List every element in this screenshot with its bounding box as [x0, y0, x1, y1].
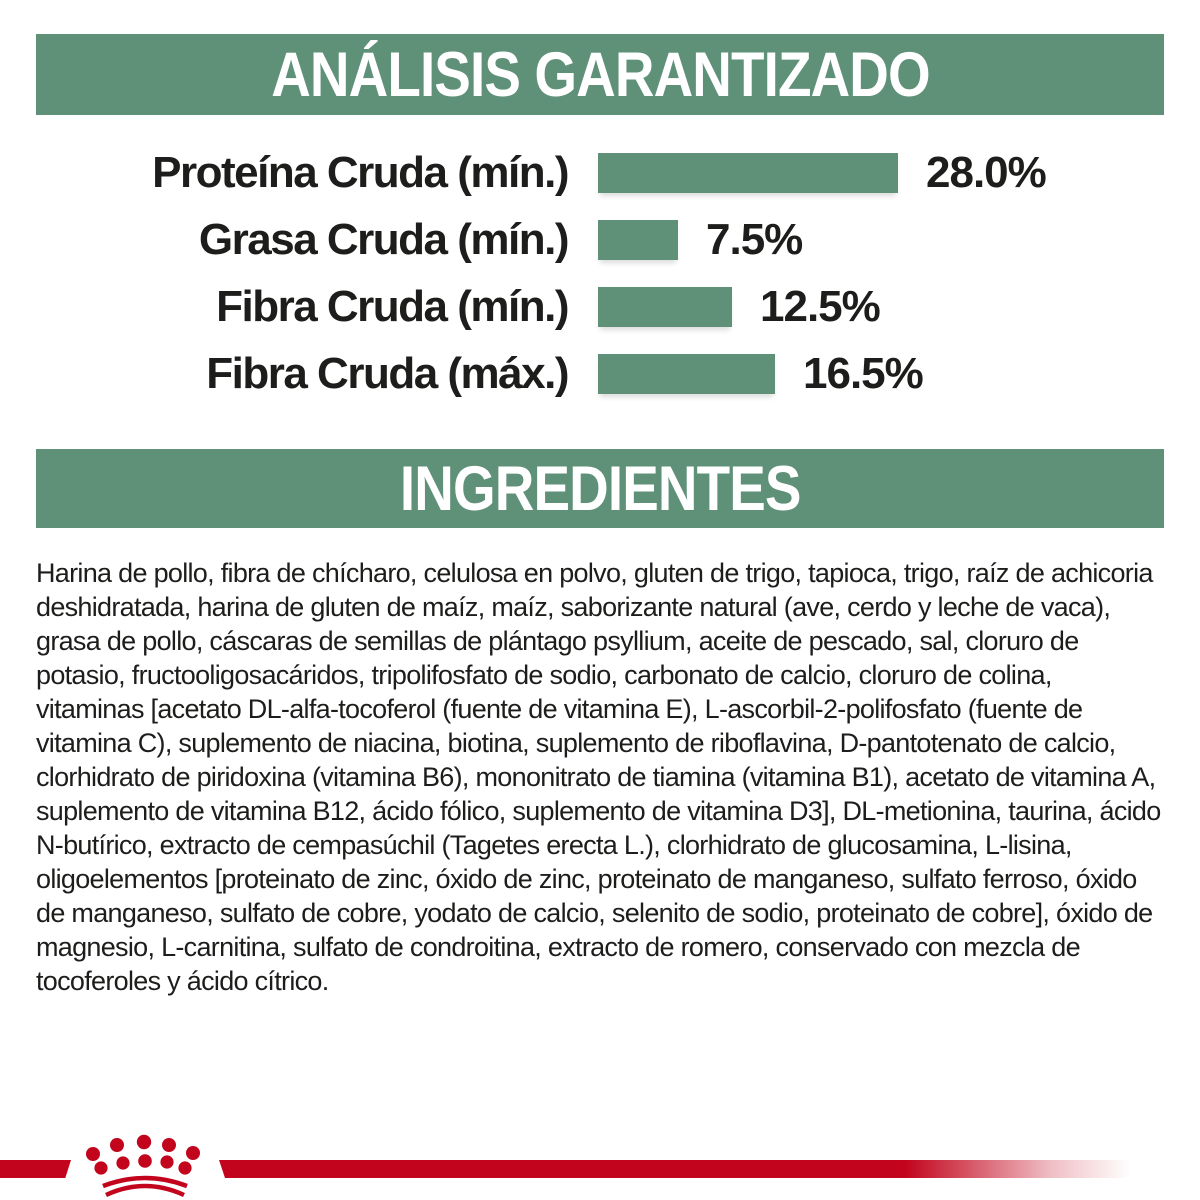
chart-row-protein: Proteína Cruda (mín.) 28.0% — [0, 139, 1200, 206]
chart-row-fiber-min: Fibra Cruda (mín.) 12.5% — [0, 273, 1200, 340]
footer-band-right — [219, 1160, 1200, 1178]
ingredients-text: Harina de pollo, fibra de chícharo, celu… — [36, 558, 1161, 996]
chart-value-label: 28.0% — [926, 147, 1047, 197]
ingredients-banner: INGREDIENTES — [36, 449, 1164, 528]
chart-bar — [598, 219, 678, 260]
royal-canin-crown-icon — [80, 1129, 210, 1200]
ingredients-title: INGREDIENTES — [399, 453, 802, 524]
chart-row-fiber-max: Fibra Cruda (máx.) 16.5% — [0, 340, 1200, 407]
chart-bar — [598, 286, 732, 327]
chart-value-label: 7.5% — [706, 214, 803, 264]
chart-category-label: Fibra Cruda (máx.) — [206, 348, 569, 398]
chart-row-fat: Grasa Cruda (mín.) 7.5% — [0, 206, 1200, 273]
crown-svg — [86, 1134, 200, 1198]
chart-category-label: Grasa Cruda (mín.) — [198, 214, 570, 264]
chart-value-label: 12.5% — [760, 281, 881, 331]
footer-band-left — [0, 1160, 71, 1178]
analysis-title: ANÁLISIS GARANTIZADO — [270, 39, 930, 110]
guaranteed-analysis-chart: Proteína Cruda (mín.) 28.0% Grasa Cruda … — [0, 115, 1200, 407]
chart-category-label: Proteína Cruda (mín.) — [152, 147, 569, 197]
analysis-banner: ANÁLISIS GARANTIZADO — [36, 34, 1164, 115]
chart-bar — [598, 353, 775, 394]
label-panel: ANÁLISIS GARANTIZADO Proteína Cruda (mín… — [0, 34, 1200, 1200]
chart-category-label: Fibra Cruda (mín.) — [216, 281, 569, 331]
chart-bar — [598, 152, 898, 193]
chart-value-label: 16.5% — [803, 348, 924, 398]
